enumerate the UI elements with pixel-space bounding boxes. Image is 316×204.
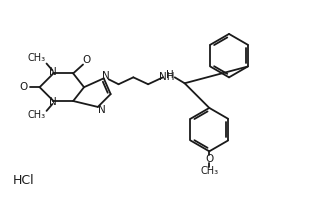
Text: O: O bbox=[20, 82, 28, 92]
Text: H: H bbox=[166, 70, 174, 80]
Text: HCl: HCl bbox=[13, 174, 35, 187]
Text: NH: NH bbox=[159, 72, 175, 82]
Text: CH₃: CH₃ bbox=[27, 110, 46, 120]
Text: N: N bbox=[49, 97, 56, 107]
Text: N: N bbox=[49, 67, 56, 77]
Text: N: N bbox=[98, 105, 106, 115]
Text: O: O bbox=[83, 55, 91, 65]
Text: CH₃: CH₃ bbox=[27, 53, 46, 63]
Text: O: O bbox=[205, 154, 213, 164]
Text: CH₃: CH₃ bbox=[200, 166, 218, 176]
Text: N: N bbox=[102, 71, 110, 81]
